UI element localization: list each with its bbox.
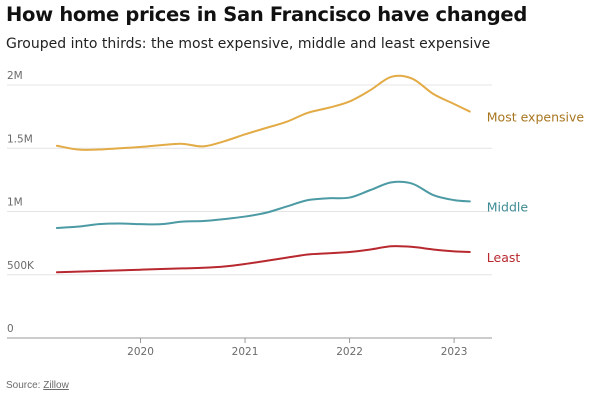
- x-tick-label: 2020: [127, 346, 154, 358]
- x-axis: 2020 2021 2022 2023: [127, 338, 467, 358]
- y-tick-label: 500K: [7, 260, 35, 272]
- y-tick-label: 1M: [7, 197, 23, 209]
- source-note: Source: Zillow: [6, 380, 69, 391]
- series-label-middle: Middle: [487, 199, 529, 214]
- x-tick-label: 2023: [441, 346, 468, 358]
- series-line-least: [55, 245, 471, 274]
- series-lines: [55, 74, 471, 274]
- series-line-middle: [55, 180, 471, 229]
- series-line-most-expensive: [55, 74, 471, 151]
- series-label-most-expensive: Most expensive: [487, 110, 585, 125]
- chart-subtitle: Grouped into thirds: the most expensive,…: [6, 36, 491, 52]
- y-tick-label: 1.5M: [7, 133, 33, 145]
- x-tick-label: 2021: [232, 346, 259, 358]
- y-tick-label: 2M: [7, 70, 23, 82]
- series-labels: Most expensive Middle Least: [487, 110, 585, 265]
- gridlines: 0 500K 1M 1.5M 2M: [7, 70, 492, 339]
- y-tick-label: 0: [7, 323, 14, 335]
- chart-title: How home prices in San Francisco have ch…: [6, 3, 528, 26]
- source-prefix: Source:: [6, 380, 44, 391]
- series-label-least: Least: [487, 250, 521, 265]
- source-link[interactable]: Zillow: [43, 380, 69, 391]
- x-tick-label: 2022: [336, 346, 363, 358]
